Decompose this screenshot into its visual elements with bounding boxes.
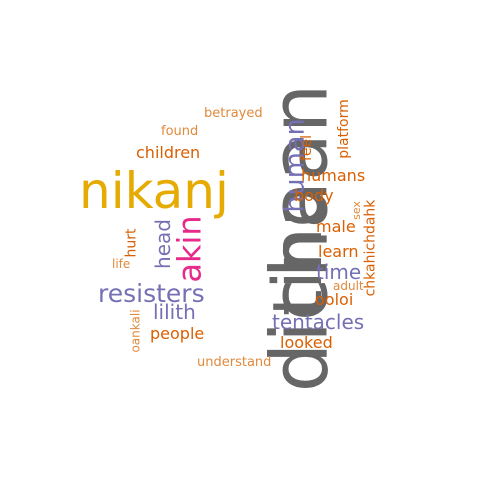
word-adult: adult	[333, 279, 364, 293]
word-time: time	[316, 260, 362, 284]
word-platform: platform	[335, 99, 352, 159]
word-body: body	[294, 186, 334, 205]
word-people: people	[150, 324, 205, 343]
word-understand: understand	[197, 355, 272, 370]
word-ooloi: ooloi	[315, 290, 354, 309]
word-hurt: hurt	[123, 228, 140, 258]
word-life: life	[112, 257, 131, 271]
word-nikanj: nikanj	[79, 162, 229, 220]
word-chkahichdahk: chkahichdahk	[362, 199, 379, 297]
word-resisters: resisters	[98, 279, 205, 308]
word-found: found	[161, 124, 199, 139]
word-head: head	[150, 219, 175, 269]
word-male: male	[316, 217, 356, 236]
word-humans: humans	[301, 166, 366, 185]
word-lilith: lilith	[153, 300, 196, 324]
word-akin: akin	[170, 215, 209, 283]
word-oankali: oankali	[128, 309, 143, 353]
word-looked: looked	[280, 333, 333, 352]
word-children: children	[136, 143, 201, 162]
word-feel: feel	[299, 134, 316, 162]
word-learn: learn	[318, 242, 359, 261]
word-betrayed: betrayed	[204, 106, 263, 121]
word-sex: sex	[349, 201, 363, 220]
word-tentacles: tentacles	[272, 310, 365, 334]
